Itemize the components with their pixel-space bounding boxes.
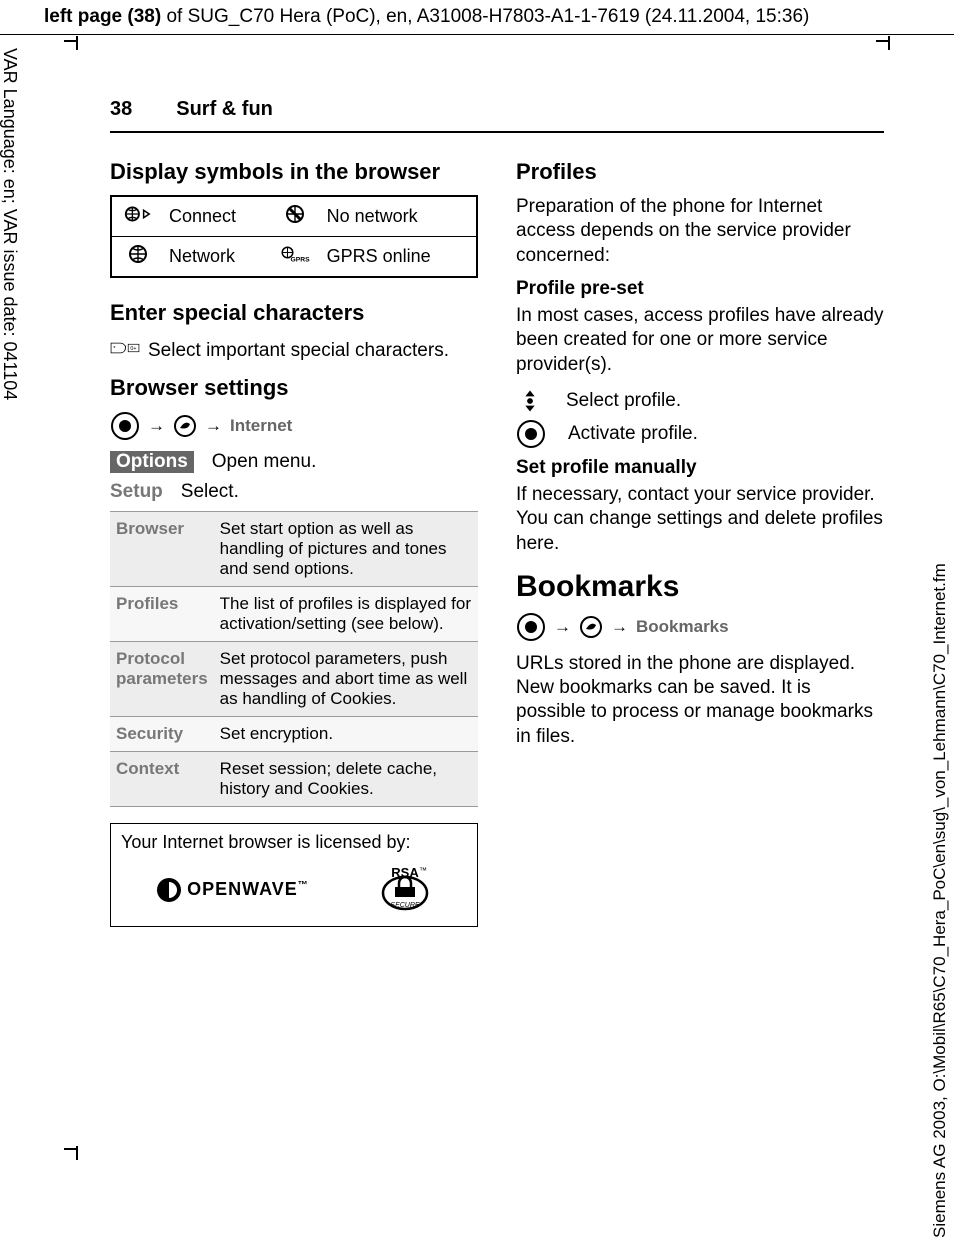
subheading-manual: Set profile manually xyxy=(516,457,884,479)
license-text: Your Internet browser is licensed by: xyxy=(121,832,467,853)
nav-bookmarks-label: Bookmarks xyxy=(636,617,729,637)
center-key-icon xyxy=(516,419,546,449)
options-softkey: Options xyxy=(110,451,194,473)
license-box: Your Internet browser is licensed by: OP… xyxy=(110,823,478,927)
doc-header: left page (38) of SUG_C70 Hera (PoC), en… xyxy=(0,0,954,35)
setting-val: Set encryption. xyxy=(214,717,478,752)
doc-ref: of SUG_C70 Hera (PoC), en, A31008-H7803-… xyxy=(161,6,809,27)
page-number: 38 xyxy=(110,98,132,121)
left-margin-text: VAR Language: en; VAR issue date: 041104 xyxy=(2,48,20,418)
page-content: 38 Surf & fun Display symbols in the bro… xyxy=(110,98,884,927)
options-text: Open menu. xyxy=(212,451,317,473)
preset-text: In most cases, access profiles have alre… xyxy=(516,304,884,377)
symbol-label: Connect xyxy=(163,196,269,237)
heading-browser-settings: Browser settings xyxy=(110,375,478,401)
table-row: ProfilesThe list of profiles is displaye… xyxy=(110,587,478,642)
left-column: Display symbols in the browser Connect N… xyxy=(110,155,478,927)
page-header: 38 Surf & fun xyxy=(110,98,884,133)
globe-cross-icon xyxy=(269,196,321,237)
heading-display-symbols: Display symbols in the browser xyxy=(110,159,478,185)
nav-updown-icon xyxy=(516,387,544,415)
table-row: SecuritySet encryption. xyxy=(110,717,478,752)
openwave-logo: OPENWAVE™ xyxy=(155,876,309,904)
setting-key: Security xyxy=(110,717,214,752)
center-key-icon xyxy=(110,411,140,441)
setting-key: Context xyxy=(110,752,214,807)
surf-icon xyxy=(173,414,197,438)
setting-key: Profiles xyxy=(110,587,214,642)
settings-table: BrowserSet start option as well as handl… xyxy=(110,511,478,807)
crop-mark xyxy=(76,36,78,50)
heading-enter-chars: Enter special characters xyxy=(110,300,478,326)
svg-text:™: ™ xyxy=(419,866,427,875)
crop-mark xyxy=(888,36,890,50)
symbol-label: No network xyxy=(321,196,477,237)
setup-text: Select. xyxy=(181,481,239,503)
setup-label: Setup xyxy=(110,481,163,503)
setting-key: Browser xyxy=(110,512,214,587)
nav-path-bookmarks: → → Bookmarks xyxy=(516,612,884,642)
globe-icon xyxy=(111,237,163,278)
svg-text:SECURE: SECURE xyxy=(390,902,420,909)
heading-bookmarks: Bookmarks xyxy=(516,570,884,604)
left-page-label: left page (38) xyxy=(44,6,161,27)
table-row: ContextReset session; delete cache, hist… xyxy=(110,752,478,807)
surf-icon xyxy=(579,615,603,639)
crop-mark xyxy=(76,1146,78,1160)
setting-val: Set protocol parameters, push messages a… xyxy=(214,642,478,717)
manual-text: If necessary, contact your service provi… xyxy=(516,483,884,556)
svg-text:GPRS: GPRS xyxy=(290,257,310,264)
right-margin-text: Siemens AG 2003, O:\Mobil\R65\C70_Hera_P… xyxy=(930,478,948,1238)
rsa-logo: RSA™SECURE xyxy=(377,863,433,916)
setting-key: Protocol parameters xyxy=(110,642,214,717)
center-key-icon xyxy=(516,612,546,642)
setting-val: Set start option as well as handling of … xyxy=(214,512,478,587)
nav-internet-label: Internet xyxy=(230,416,292,436)
select-profile-text: Select profile. xyxy=(566,390,681,412)
enter-chars-text: Select important special characters. xyxy=(148,339,478,363)
globe-arrow-icon xyxy=(111,196,163,237)
svg-text:/: / xyxy=(124,345,126,352)
bookmarks-text: URLs stored in the phone are displayed. … xyxy=(516,652,884,749)
symbol-label: Network xyxy=(163,237,269,278)
activate-profile-text: Activate profile. xyxy=(568,423,698,445)
table-row: Protocol parametersSet protocol paramete… xyxy=(110,642,478,717)
right-column: Profiles Preparation of the phone for In… xyxy=(516,155,884,927)
globe-gprs-icon: GPRS xyxy=(269,237,321,278)
symbol-label: GPRS online xyxy=(321,237,477,278)
table-row: BrowserSet start option as well as handl… xyxy=(110,512,478,587)
setting-val: The list of profiles is displayed for ac… xyxy=(214,587,478,642)
profiles-intro: Preparation of the phone for Internet ac… xyxy=(516,195,884,268)
heading-profiles: Profiles xyxy=(516,159,884,185)
symbols-table: Connect No network Network GPRS GPRS onl… xyxy=(110,195,478,278)
subheading-preset: Profile pre-set xyxy=(516,278,884,300)
nav-path-internet: → → Internet xyxy=(110,411,478,441)
svg-text:0+: 0+ xyxy=(130,346,136,352)
svg-text:*: * xyxy=(113,346,116,352)
key-star-icon: * / 0+ xyxy=(110,336,140,365)
setting-val: Reset session; delete cache, history and… xyxy=(214,752,478,807)
page-title: Surf & fun xyxy=(176,98,273,121)
